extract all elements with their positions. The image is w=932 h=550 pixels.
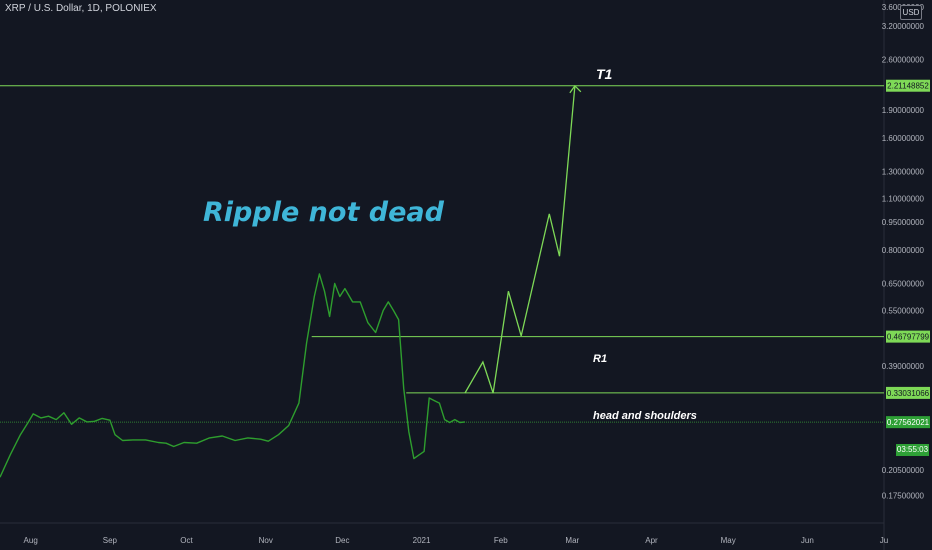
pattern-annotation[interactable]: head and shoulders xyxy=(593,410,697,422)
price-label-text: 2.21148852 xyxy=(887,82,929,91)
price-series-line xyxy=(0,273,466,478)
y-tick-label: 0.39000000 xyxy=(882,362,925,371)
x-tick-label: Ju xyxy=(880,536,888,545)
y-tick-label: 0.17500000 xyxy=(882,492,925,501)
x-tick-label: Feb xyxy=(494,536,508,545)
price-label-box xyxy=(886,416,930,429)
price-label-text: 0.33031066 xyxy=(887,389,930,398)
x-tick-label: Apr xyxy=(645,536,658,545)
currency-button[interactable]: USD xyxy=(900,5,922,20)
x-tick-label: Mar xyxy=(565,536,579,545)
y-tick-label: 0.55000000 xyxy=(882,307,925,316)
y-tick-label: 0.80000000 xyxy=(882,246,925,255)
y-tick-label: 0.65000000 xyxy=(882,280,925,289)
y-tick-label: 1.90000000 xyxy=(882,106,925,115)
projection-arrowhead xyxy=(569,84,582,94)
x-tick-label: Oct xyxy=(180,536,193,545)
x-tick-label: Jun xyxy=(801,536,814,545)
y-tick-label: 0.20500000 xyxy=(882,466,925,475)
y-tick-label: 3.20000000 xyxy=(882,22,925,31)
y-tick-label: 1.60000000 xyxy=(882,134,925,143)
y-tick-label: 0.95000000 xyxy=(882,218,925,227)
y-tick-label: 2.60000000 xyxy=(882,56,925,65)
price-label-box xyxy=(886,386,930,399)
price-label-text: 0.46797799 xyxy=(887,333,930,342)
y-tick-label: 1.30000000 xyxy=(882,168,925,177)
x-tick-label: Sep xyxy=(103,536,118,545)
symbol-title[interactable]: XRP / U.S. Dollar, 1D, POLONIEX xyxy=(5,3,157,14)
bar-countdown: 03:55:03 xyxy=(896,444,929,456)
x-tick-label: Nov xyxy=(259,536,273,545)
x-tick-label: Dec xyxy=(335,536,349,545)
price-label-box xyxy=(886,330,930,343)
price-label-box xyxy=(886,79,930,92)
price-label-text: 0.27562021 xyxy=(887,418,930,427)
projection-path xyxy=(464,85,576,394)
y-tick-label: 1.10000000 xyxy=(882,195,925,204)
chart-title-annotation[interactable]: Ripple not dead xyxy=(203,197,445,228)
t1-annotation[interactable]: T1 xyxy=(596,66,613,82)
x-tick-label: May xyxy=(721,536,736,545)
x-tick-label: 2021 xyxy=(413,536,431,545)
x-tick-label: Aug xyxy=(24,536,38,545)
r1-annotation[interactable]: R1 xyxy=(593,353,607,365)
